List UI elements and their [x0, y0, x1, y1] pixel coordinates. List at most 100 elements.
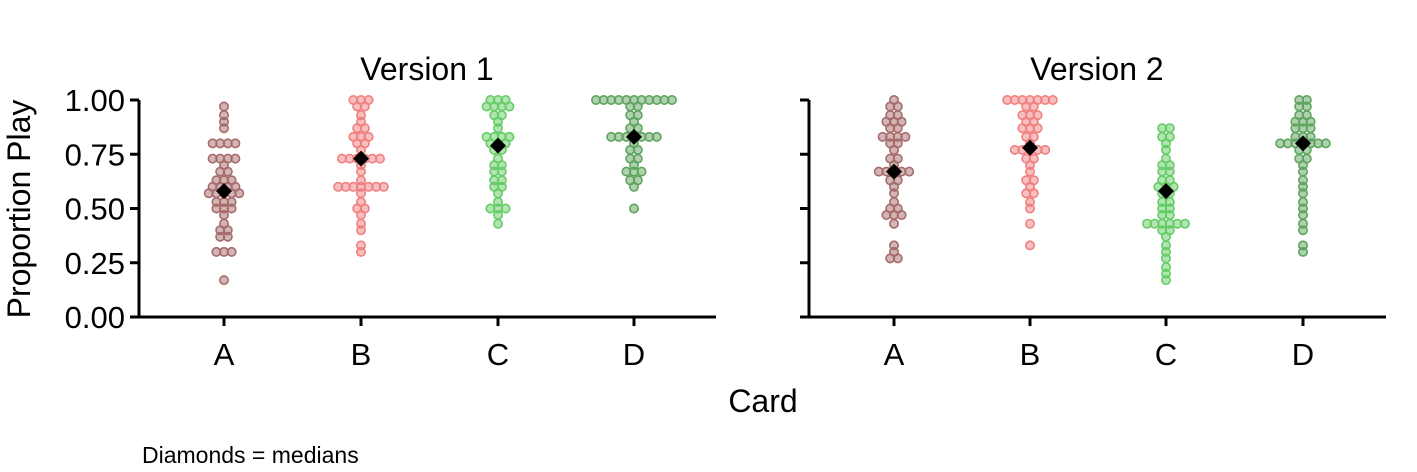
data-point	[1025, 166, 1036, 177]
data-point	[904, 166, 915, 177]
median-diamond	[353, 150, 369, 167]
data-point	[359, 101, 370, 112]
data-point	[632, 144, 643, 155]
x-ticks: A B C D	[214, 317, 645, 372]
data-point	[1320, 138, 1331, 149]
y-tick-label: 0.50	[65, 192, 125, 227]
data-point	[1025, 218, 1036, 229]
data-point	[496, 166, 507, 177]
data-point	[896, 210, 907, 221]
data-point	[1040, 144, 1051, 155]
y-tick-label: 1.00	[65, 83, 125, 118]
data-point	[1164, 210, 1175, 221]
x-tick-label: A	[884, 337, 905, 372]
data-point	[632, 123, 643, 134]
data-point	[900, 131, 911, 142]
data-point	[1298, 246, 1309, 257]
data-point	[1025, 203, 1036, 214]
data-point	[1161, 275, 1172, 286]
data-point	[492, 188, 503, 199]
data-point	[628, 181, 639, 192]
data-point	[219, 210, 230, 221]
data-point	[222, 166, 233, 177]
panel-title: Version 1	[360, 51, 493, 87]
data-point	[1298, 210, 1309, 221]
median-diamond	[1158, 183, 1174, 200]
data-point	[492, 123, 503, 134]
x-tick-label: C	[1155, 337, 1177, 372]
data-point	[1298, 188, 1309, 199]
data-point	[892, 101, 903, 112]
points-group	[873, 95, 1331, 286]
data-point	[1305, 123, 1316, 134]
data-point	[219, 123, 230, 134]
data-point	[892, 253, 903, 264]
x-ticks: A B C D	[884, 317, 1314, 372]
medians-group	[886, 135, 1311, 200]
x-tick-label: B	[1020, 337, 1041, 372]
data-point	[355, 166, 366, 177]
data-point	[888, 218, 899, 229]
y-ticks: 0.00 0.25 0.50 0.75 1.00	[65, 83, 139, 335]
data-point	[1161, 231, 1172, 242]
data-point	[1298, 166, 1309, 177]
panel-version-1: Version 1 0.00 0.25 0.50 0.75 1.00 A B C D	[65, 51, 716, 372]
data-point	[378, 181, 389, 192]
data-point	[355, 188, 366, 199]
x-axis-title: Card	[728, 383, 797, 419]
median-diamond	[1022, 139, 1038, 156]
data-point	[219, 101, 230, 112]
data-point	[226, 203, 237, 214]
data-point	[359, 123, 370, 134]
y-tick-label: 0.75	[65, 137, 125, 172]
y-tick-label: 0.00	[65, 300, 125, 335]
data-point	[1047, 95, 1058, 106]
data-point	[355, 225, 366, 236]
y-tick-label: 0.25	[65, 246, 125, 281]
data-point	[355, 246, 366, 257]
data-point	[226, 246, 237, 257]
median-diamond	[490, 137, 506, 154]
x-tick-label: A	[214, 337, 235, 372]
data-point	[230, 138, 241, 149]
data-point	[374, 153, 385, 164]
data-point	[222, 231, 233, 242]
data-point	[504, 101, 515, 112]
data-point	[1028, 101, 1039, 112]
data-point	[1161, 253, 1172, 264]
data-point	[651, 131, 662, 142]
panel-title: Version 2	[1030, 51, 1163, 87]
median-diamond	[216, 183, 232, 200]
x-tick-label: D	[1292, 337, 1314, 372]
points-group	[203, 95, 677, 286]
median-diamond	[1295, 135, 1311, 152]
data-point	[219, 275, 230, 286]
panel-version-2: Version 2 A B C D	[800, 51, 1386, 372]
data-point	[1161, 144, 1172, 155]
chart-caption: Diamonds = medians	[142, 442, 359, 468]
data-point	[1164, 166, 1175, 177]
data-point	[500, 203, 511, 214]
data-point	[1028, 188, 1039, 199]
data-point	[636, 166, 647, 177]
data-point	[1025, 240, 1036, 251]
data-point	[666, 95, 677, 106]
data-point	[888, 144, 899, 155]
median-diamond	[886, 163, 902, 180]
x-tick-label: D	[623, 337, 645, 372]
data-point	[1301, 101, 1312, 112]
data-point	[492, 218, 503, 229]
data-point	[230, 153, 241, 164]
data-point	[355, 210, 366, 221]
data-point	[1180, 218, 1191, 229]
data-point	[888, 188, 899, 199]
data-point	[628, 203, 639, 214]
y-ticks	[800, 98, 809, 319]
data-point	[1032, 123, 1043, 134]
data-point	[234, 188, 245, 199]
median-diamond	[626, 128, 642, 145]
data-point	[632, 101, 643, 112]
x-tick-label: C	[487, 337, 509, 372]
x-tick-label: B	[351, 337, 372, 372]
